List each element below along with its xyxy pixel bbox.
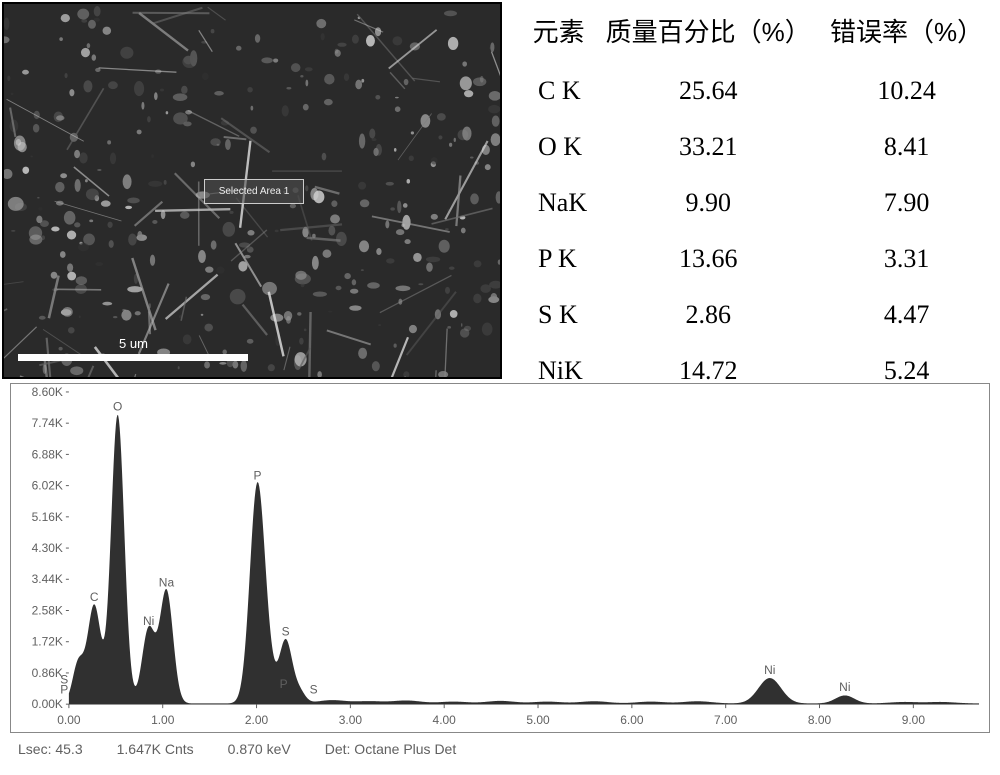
footer-item: Lsec: 45.3 xyxy=(18,741,83,757)
svg-text:S: S xyxy=(310,682,318,696)
table-row: P K13.663.31 xyxy=(522,231,992,287)
svg-text:8.00: 8.00 xyxy=(808,713,832,727)
svg-text:O: O xyxy=(113,400,122,414)
svg-text:3.00: 3.00 xyxy=(339,713,363,727)
svg-text:0.00: 0.00 xyxy=(57,713,81,727)
svg-text:S: S xyxy=(282,625,290,639)
top-section: Selected Area 1 5 um 元素 质量百分比（%） 错误率（%） … xyxy=(0,0,1000,377)
cell-error: 10.24 xyxy=(821,63,992,119)
cell-error: 3.31 xyxy=(821,231,992,287)
cell-element: S K xyxy=(522,287,595,343)
svg-text:7.74K: 7.74K xyxy=(32,416,63,430)
svg-text:4.00: 4.00 xyxy=(433,713,457,727)
table-row: NaK9.907.90 xyxy=(522,175,992,231)
table-row: S K2.864.47 xyxy=(522,287,992,343)
svg-text:Ni: Ni xyxy=(143,614,154,628)
svg-text:6.02K: 6.02K xyxy=(32,479,63,493)
svg-text:9.00: 9.00 xyxy=(902,713,926,727)
svg-text:7.00: 7.00 xyxy=(714,713,738,727)
col-error: 错误率（%） xyxy=(821,4,992,63)
svg-text:0.86K: 0.86K xyxy=(32,666,63,680)
spectrum-footer-info: Lsec: 45.3 1.647K Cnts 0.870 keV Det: Octan… xyxy=(0,737,1000,757)
svg-text:Ni: Ni xyxy=(839,680,850,694)
scale-bar xyxy=(18,354,248,361)
cell-element: O K xyxy=(522,119,595,175)
col-mass-pct: 质量百分比（%） xyxy=(595,4,821,63)
sem-micrograph: Selected Area 1 5 um xyxy=(2,2,502,379)
cell-mass-pct: 9.90 xyxy=(595,175,821,231)
eds-spectrum-panel: 0.00K 0.86K 1.72K 2.58K 3.44K 4.30K 5.16K 6.02K… xyxy=(10,383,990,733)
cell-element: C K xyxy=(522,63,595,119)
eds-spectrum-chart: 0.00K 0.86K 1.72K 2.58K 3.44K 4.30K 5.16K 6.02K… xyxy=(11,384,989,732)
element-data-table: 元素 质量百分比（%） 错误率（%） C K25.6410.24O K33.21… xyxy=(522,4,992,399)
svg-text:8.60K: 8.60K xyxy=(32,385,63,399)
table-row: C K25.6410.24 xyxy=(522,63,992,119)
svg-text:C: C xyxy=(90,590,99,604)
svg-text:2.00: 2.00 xyxy=(245,713,269,727)
svg-text:P: P xyxy=(60,682,68,696)
svg-text:P: P xyxy=(253,469,261,483)
svg-text:Ni: Ni xyxy=(764,663,775,677)
svg-text:5.16K: 5.16K xyxy=(32,510,63,524)
svg-text:6.88K: 6.88K xyxy=(32,447,63,461)
cell-mass-pct: 13.66 xyxy=(595,231,821,287)
cell-element: NaK xyxy=(522,175,595,231)
footer-item: 1.647K Cnts xyxy=(117,741,194,757)
cell-error: 7.90 xyxy=(821,175,992,231)
table-row: O K33.218.41 xyxy=(522,119,992,175)
element-table: 元素 质量百分比（%） 错误率（%） C K25.6410.24O K33.21… xyxy=(504,0,1000,377)
scale-label: 5 um xyxy=(119,336,148,351)
svg-text:2.58K: 2.58K xyxy=(32,603,63,617)
cell-mass-pct: 2.86 xyxy=(595,287,821,343)
svg-text:0.00K: 0.00K xyxy=(32,697,63,711)
svg-text:3.44K: 3.44K xyxy=(32,572,63,586)
cell-mass-pct: 25.64 xyxy=(595,63,821,119)
svg-text:1.00: 1.00 xyxy=(151,713,175,727)
cell-mass-pct: 33.21 xyxy=(595,119,821,175)
footer-item: Det: Octane Plus Det xyxy=(325,741,457,757)
svg-text:6.00: 6.00 xyxy=(620,713,644,727)
svg-text:Na: Na xyxy=(159,576,175,590)
svg-text:4.30K: 4.30K xyxy=(32,541,63,555)
col-element: 元素 xyxy=(522,4,595,63)
svg-text:5.00: 5.00 xyxy=(526,713,550,727)
selected-area-label: Selected Area 1 xyxy=(219,186,290,197)
cell-error: 8.41 xyxy=(821,119,992,175)
footer-item: 0.870 keV xyxy=(228,741,291,757)
selected-area-overlay: Selected Area 1 xyxy=(204,179,304,204)
cell-error: 4.47 xyxy=(821,287,992,343)
svg-text:1.72K: 1.72K xyxy=(32,635,63,649)
svg-text:P: P xyxy=(280,677,288,691)
cell-element: P K xyxy=(522,231,595,287)
